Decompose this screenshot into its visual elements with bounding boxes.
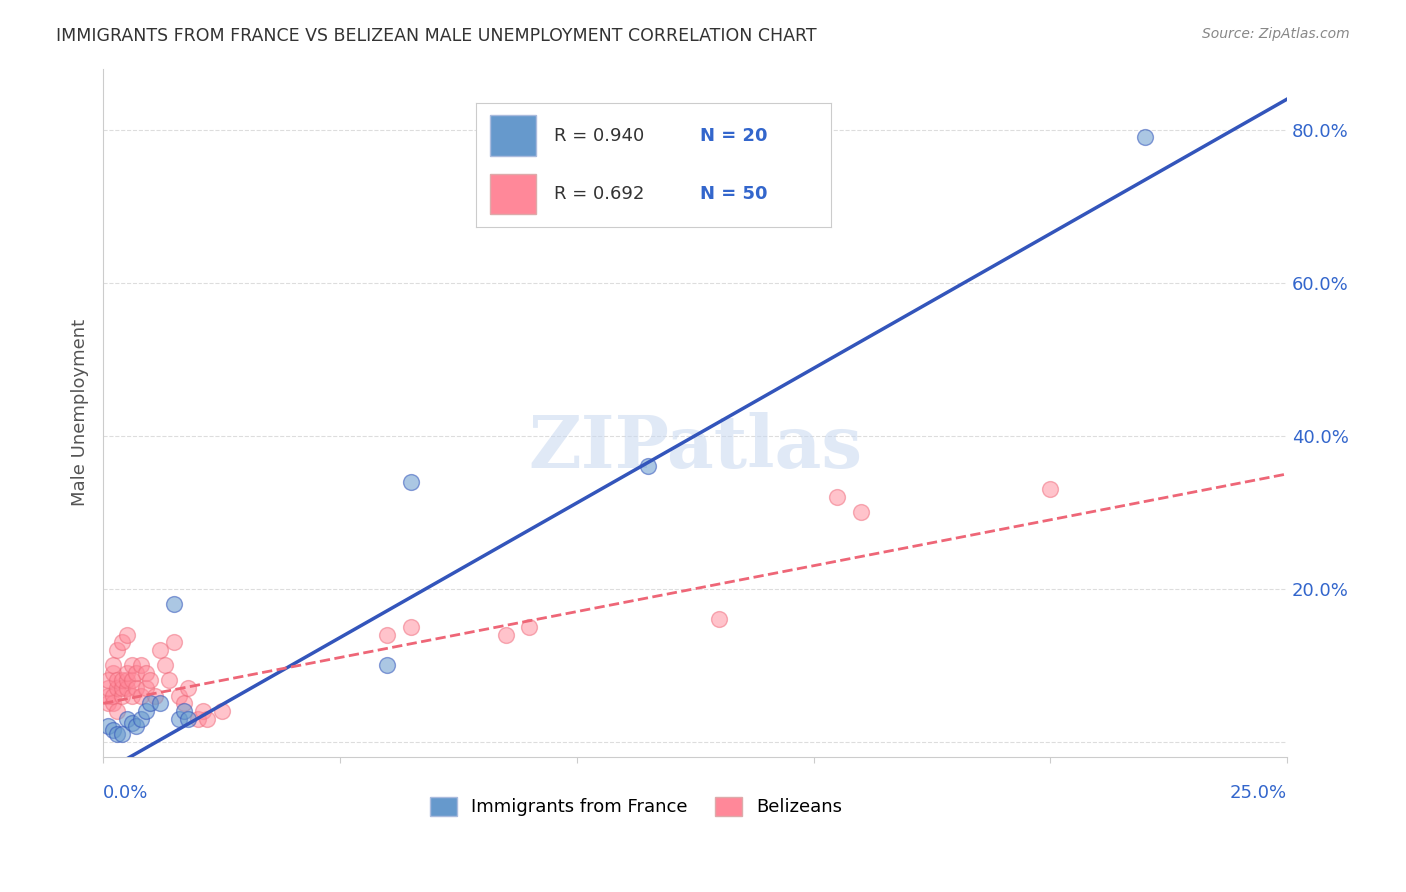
Point bbox=[399, 620, 422, 634]
Point bbox=[125, 665, 148, 680]
Point bbox=[115, 665, 138, 680]
Point bbox=[135, 704, 157, 718]
Point bbox=[211, 704, 233, 718]
Point bbox=[101, 697, 124, 711]
Point bbox=[121, 673, 143, 688]
Point bbox=[125, 719, 148, 733]
Point bbox=[105, 673, 128, 688]
Point bbox=[97, 673, 120, 688]
Point bbox=[375, 627, 398, 641]
Point bbox=[129, 658, 152, 673]
Point bbox=[97, 697, 120, 711]
Point bbox=[121, 689, 143, 703]
Point bbox=[101, 665, 124, 680]
Point bbox=[495, 627, 517, 641]
Point bbox=[163, 635, 186, 649]
Y-axis label: Male Unemployment: Male Unemployment bbox=[72, 319, 89, 507]
Point bbox=[163, 597, 186, 611]
Point bbox=[125, 681, 148, 695]
Point bbox=[143, 689, 166, 703]
Point bbox=[129, 689, 152, 703]
Point bbox=[139, 673, 162, 688]
Point bbox=[121, 658, 143, 673]
Point bbox=[177, 712, 200, 726]
Point bbox=[105, 681, 128, 695]
Text: IMMIGRANTS FROM FRANCE VS BELIZEAN MALE UNEMPLOYMENT CORRELATION CHART: IMMIGRANTS FROM FRANCE VS BELIZEAN MALE … bbox=[56, 27, 817, 45]
Point bbox=[149, 697, 172, 711]
Point bbox=[135, 681, 157, 695]
Point bbox=[173, 704, 195, 718]
Point bbox=[191, 704, 214, 718]
Point bbox=[129, 712, 152, 726]
Point bbox=[173, 697, 195, 711]
Point bbox=[167, 712, 190, 726]
Text: 25.0%: 25.0% bbox=[1230, 784, 1286, 802]
Point bbox=[97, 719, 120, 733]
Point bbox=[111, 727, 134, 741]
Point bbox=[159, 673, 181, 688]
Point bbox=[195, 712, 218, 726]
Point bbox=[121, 715, 143, 730]
Point bbox=[637, 459, 659, 474]
Point bbox=[111, 689, 134, 703]
Point bbox=[97, 681, 120, 695]
Text: 0.0%: 0.0% bbox=[103, 784, 149, 802]
Point bbox=[135, 665, 157, 680]
Point bbox=[105, 704, 128, 718]
Point bbox=[153, 658, 176, 673]
Point bbox=[105, 643, 128, 657]
Point bbox=[707, 612, 730, 626]
Point bbox=[101, 689, 124, 703]
Point bbox=[115, 627, 138, 641]
Point bbox=[115, 712, 138, 726]
Point bbox=[1133, 130, 1156, 145]
Point bbox=[97, 689, 120, 703]
Point bbox=[111, 635, 134, 649]
Point bbox=[517, 620, 540, 634]
Point bbox=[101, 723, 124, 738]
Point bbox=[111, 681, 134, 695]
Text: ZIPatlas: ZIPatlas bbox=[529, 412, 862, 483]
Point bbox=[849, 505, 872, 519]
Point bbox=[1039, 482, 1062, 496]
Point bbox=[779, 199, 801, 213]
Point bbox=[187, 712, 209, 726]
Point bbox=[101, 658, 124, 673]
Point bbox=[167, 689, 190, 703]
Point bbox=[399, 475, 422, 489]
Point bbox=[139, 697, 162, 711]
Point bbox=[105, 727, 128, 741]
Point bbox=[825, 490, 848, 504]
Point bbox=[111, 673, 134, 688]
Point bbox=[115, 681, 138, 695]
Point bbox=[149, 643, 172, 657]
Point bbox=[375, 658, 398, 673]
Point bbox=[115, 673, 138, 688]
Point bbox=[177, 681, 200, 695]
Text: Source: ZipAtlas.com: Source: ZipAtlas.com bbox=[1202, 27, 1350, 41]
Legend: Immigrants from France, Belizeans: Immigrants from France, Belizeans bbox=[422, 789, 849, 823]
